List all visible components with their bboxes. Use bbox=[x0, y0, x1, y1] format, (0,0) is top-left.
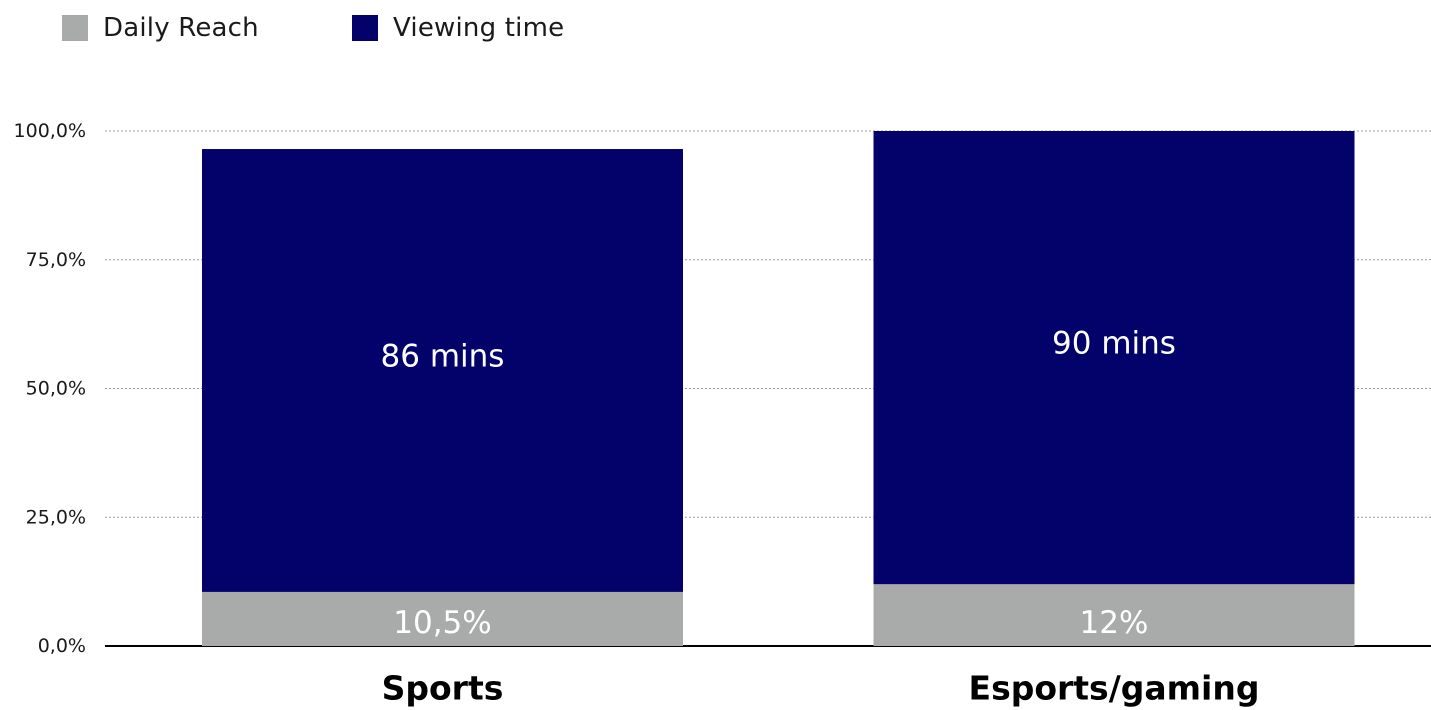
legend-swatch-daily-reach bbox=[62, 15, 88, 41]
legend-label-daily-reach: Daily Reach bbox=[103, 13, 259, 43]
legend-item-viewing-time: Viewing time bbox=[352, 12, 564, 44]
legend-swatch-viewing-time bbox=[352, 15, 378, 41]
category-label: Sports bbox=[382, 669, 504, 708]
data-label: 12% bbox=[1080, 605, 1149, 641]
bar-daily-reach bbox=[873, 584, 1355, 646]
legend-item-daily-reach: Daily Reach bbox=[62, 12, 259, 44]
bars bbox=[202, 131, 1355, 646]
x-axis-categories: Sports Esports/gaming bbox=[382, 669, 1260, 708]
data-labels: 10,5% 86 mins 12% 90 mins bbox=[381, 326, 1176, 641]
legend-label-viewing-time: Viewing time bbox=[393, 13, 565, 43]
y-tick-label: 75,0% bbox=[26, 249, 86, 271]
y-tick-label: 0,0% bbox=[38, 635, 86, 657]
bar-daily-reach bbox=[202, 591, 683, 646]
y-tick-label: 100,0% bbox=[14, 120, 86, 142]
category-label: Esports/gaming bbox=[969, 669, 1260, 708]
data-label: 10,5% bbox=[393, 605, 491, 641]
data-label: 90 mins bbox=[1052, 326, 1176, 362]
bar-viewing-time bbox=[202, 149, 683, 592]
bar-viewing-time bbox=[873, 131, 1355, 585]
y-tick-label: 50,0% bbox=[26, 378, 86, 400]
y-tick-label: 25,0% bbox=[26, 506, 86, 528]
y-axis-ticks: 0,0% 25,0% 50,0% 75,0% 100,0% bbox=[14, 120, 86, 657]
data-label: 86 mins bbox=[381, 338, 505, 374]
